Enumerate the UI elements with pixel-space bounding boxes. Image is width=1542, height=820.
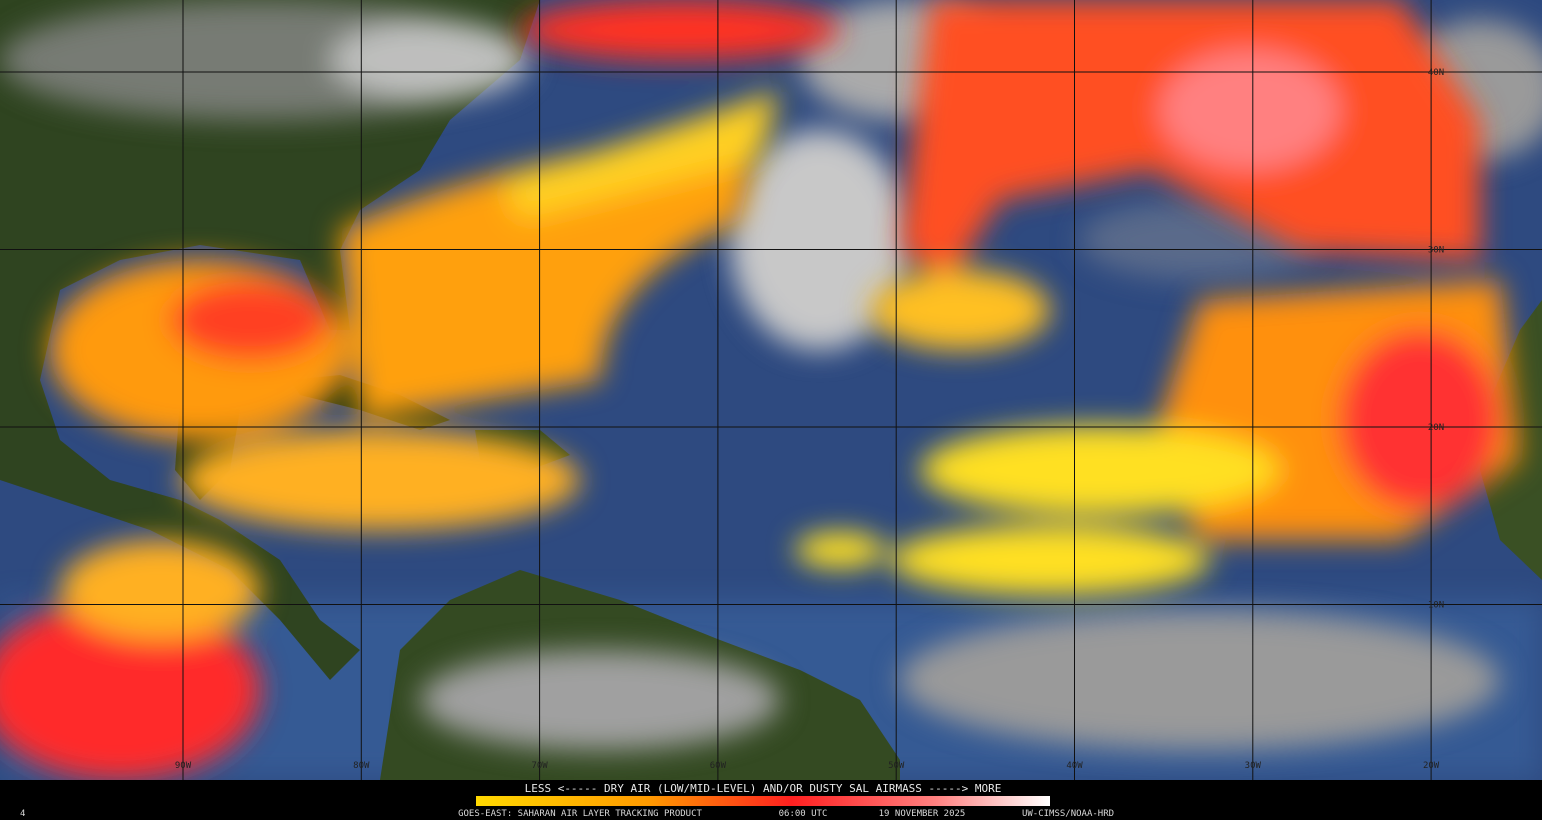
frame-number: 4 — [20, 809, 25, 819]
dry-air — [0, 0, 1520, 780]
longitude-label: 80W — [353, 761, 370, 771]
longitude-label: 30W — [1245, 761, 1262, 771]
longitude-label: 60W — [710, 761, 727, 771]
latitude-label: 30N — [1428, 246, 1444, 256]
longitude-label: 70W — [531, 761, 548, 771]
color-scale — [476, 796, 1050, 806]
latitude-label: 10N — [1428, 601, 1444, 611]
longitude-label: 50W — [888, 761, 905, 771]
credit: UW-CIMSS/NOAA-HRD — [1022, 809, 1114, 819]
date: 19 NOVEMBER 2025 — [879, 809, 966, 819]
longitude-label: 20W — [1423, 761, 1440, 771]
latitude-label: 40N — [1428, 68, 1444, 78]
longitude-label: 40W — [1066, 761, 1083, 771]
time: 06:00 UTC — [779, 809, 828, 819]
legend-caption: LESS <----- DRY AIR (LOW/MID-LEVEL) AND/… — [525, 782, 1002, 795]
longitude-label: 90W — [175, 761, 192, 771]
latitude-label: 20N — [1428, 423, 1444, 433]
grid: 90W 80W 70W 60W 50W 40W 30W 20W 40N 30N 20N 10N — [0, 0, 1542, 780]
product-name: GOES-EAST: SAHARAN AIR LAYER TRACKING PR… — [458, 809, 702, 819]
